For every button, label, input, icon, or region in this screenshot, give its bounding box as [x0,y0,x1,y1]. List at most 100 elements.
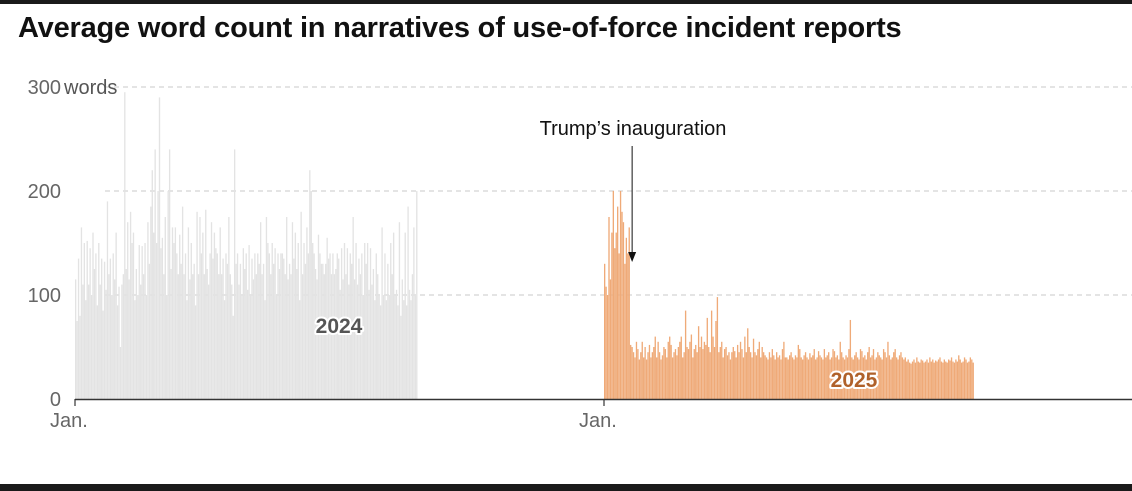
bar-2024 [294,232,297,399]
bar-2024 [413,227,415,399]
bar-2024 [238,284,240,399]
bar-2024 [79,315,81,399]
bar-2025 [823,349,826,399]
bar-2025 [880,357,882,399]
bar-2024 [145,295,148,399]
bar-2024 [115,232,117,399]
bar-2025 [650,357,652,399]
bar-2025 [955,359,957,399]
bar-2024 [369,248,372,399]
bar-2025 [890,359,892,399]
bar-2025 [667,341,669,399]
bar-2025 [736,344,739,399]
bar-2025 [809,353,811,399]
bar-2024 [301,274,304,399]
bar-2024 [361,253,363,399]
bar-2024 [215,248,217,399]
bar-2025 [797,344,800,399]
bar-2024 [164,217,166,399]
bar-2024 [233,149,236,399]
bar-2024 [410,300,412,399]
bar-2024 [325,263,327,399]
bar-2024 [286,217,288,399]
bar-2024 [77,258,80,399]
bar-2024 [281,253,284,399]
bar-2024 [319,253,321,399]
bar-2024 [362,295,364,399]
bar-2025 [828,352,830,399]
bar-2024 [228,217,230,399]
bar-2024 [260,222,262,399]
bar-2025 [816,357,818,399]
bar-2024 [304,263,307,399]
bar-2025 [722,357,724,399]
bar-2025 [713,347,716,399]
bar-2024 [106,201,109,399]
bar-2024 [312,243,314,399]
bar-2025 [820,357,823,399]
y-tick-label-200: 200 [28,181,61,203]
bar-2024 [163,274,165,399]
bar-2024 [86,240,88,399]
bar-2025 [887,341,889,399]
bar-2025 [930,361,932,399]
bar-2025 [781,349,784,399]
bar-2025 [761,347,763,399]
bar-2024 [346,248,349,399]
bar-2024 [340,248,343,399]
bar-2025 [794,355,797,399]
bar-2024 [103,261,106,399]
bar-2024 [313,253,315,399]
bar-2025 [624,263,626,399]
bar-2024 [223,300,226,399]
bar-2024 [229,274,231,399]
bar-2024 [407,206,409,399]
bar-2025 [961,362,963,399]
bar-2024 [108,274,110,399]
bar-2025 [657,341,659,399]
bar-2025 [966,362,969,399]
bar-2024 [80,227,83,399]
bar-2024 [125,269,127,399]
bar-2025 [972,362,974,399]
bar-2025 [612,191,615,399]
bar-2024 [242,248,244,399]
bar-2025 [647,352,649,399]
bar-2024 [153,232,155,399]
bar-2024 [147,222,149,399]
bar-2024 [129,211,132,399]
bar-2025 [702,349,704,399]
bar-2024 [184,253,187,399]
bar-2025 [919,362,921,399]
bar-2025 [910,363,912,399]
bar-2024 [105,289,107,399]
bar-2025 [627,253,629,399]
bar-2024 [177,274,179,399]
bar-2025 [882,349,885,399]
bar-2024 [382,295,385,399]
bar-2024 [101,258,103,399]
bar-2025 [660,359,662,399]
bar-2025 [745,352,747,399]
bar-2025 [913,359,915,399]
bar-2024 [189,279,191,399]
bar-2025 [943,359,945,399]
bar-2025 [696,352,698,399]
bar-2025 [908,362,911,399]
bar-2024 [173,243,175,399]
bar-2025 [747,328,749,399]
bar-2025 [836,355,839,399]
bar-2024 [359,274,362,399]
bar-2024 [375,253,377,399]
bar-2025 [658,352,661,399]
bar-2024 [142,274,145,399]
bar-2025 [640,352,642,399]
bar-2024 [176,253,178,399]
bar-2025 [690,334,693,399]
bar-2025 [762,352,765,399]
bar-2024 [296,269,298,399]
bar-2024 [401,279,403,399]
bar-2024 [155,243,158,399]
bar-2025 [885,357,888,399]
bar-2024 [206,269,208,399]
